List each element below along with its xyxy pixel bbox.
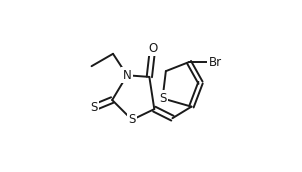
Text: S: S [159,92,166,105]
Text: N: N [123,69,131,82]
Text: Br: Br [209,56,222,69]
Text: S: S [90,101,98,114]
Text: S: S [128,113,136,126]
Text: O: O [148,41,157,55]
